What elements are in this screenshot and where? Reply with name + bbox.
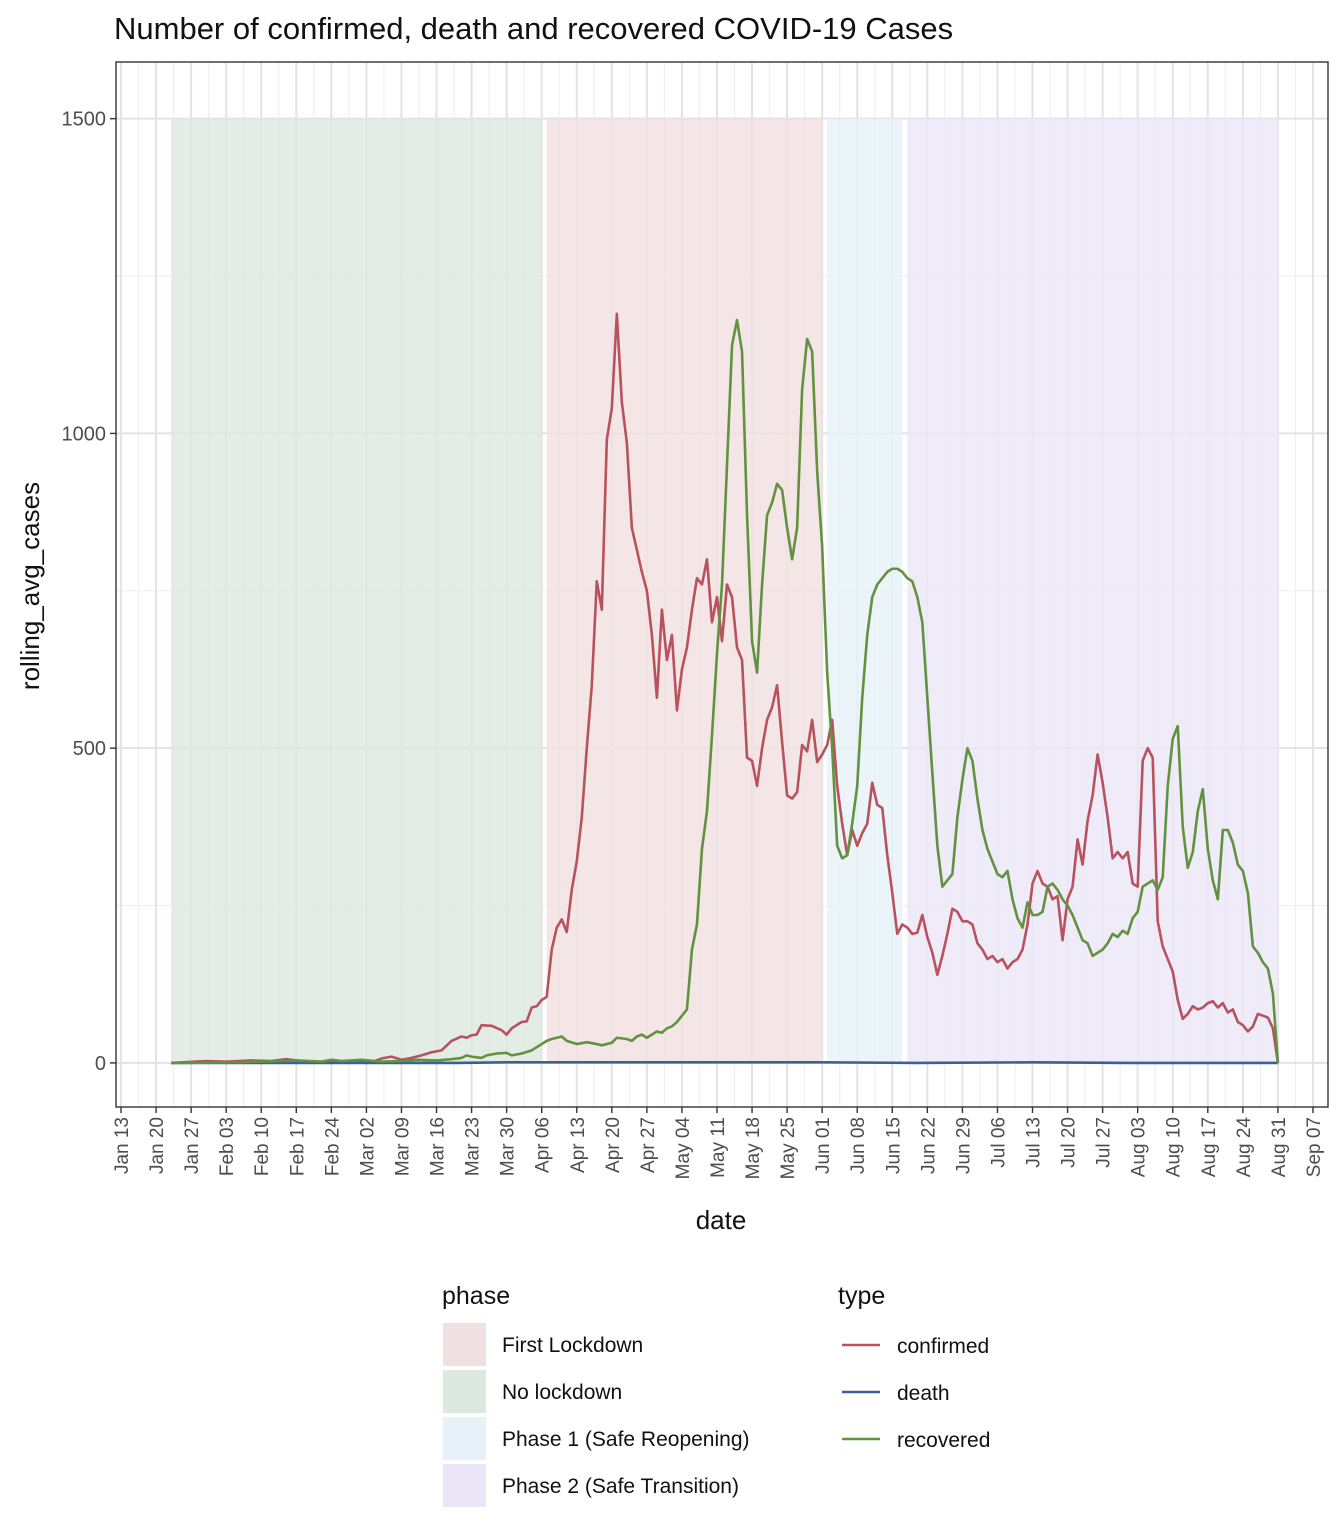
x-tick-label: Jan 20: [147, 1117, 168, 1174]
x-tick-label: Jun 15: [883, 1117, 904, 1174]
x-tick-label: Aug 10: [1164, 1117, 1185, 1177]
phase-band-phase-2-safe-transition: [907, 118, 1278, 1063]
legend: phase type First Lockdown No lockdown Phas…: [442, 1282, 990, 1507]
y-tick-label: 1500: [62, 109, 107, 131]
legend-label-phase: Phase 2 (Safe Transition): [502, 1475, 739, 1498]
legend-label-type: confirmed: [897, 1335, 989, 1358]
legend-key-phase: [443, 1417, 486, 1460]
x-tick-label: Feb 24: [322, 1117, 343, 1177]
x-tick-label: May 11: [708, 1117, 729, 1178]
x-tick-label: Jun 08: [848, 1117, 869, 1174]
legend-label-phase: First Lockdown: [502, 1334, 643, 1357]
x-tick-label: Jul 13: [1024, 1117, 1045, 1168]
x-tick-label: Jun 29: [953, 1117, 974, 1174]
legend-label-type: death: [897, 1382, 950, 1405]
x-tick-label: May 25: [778, 1117, 799, 1179]
series-line-confirmed: [171, 312, 1280, 1065]
x-tick-label: Feb 10: [252, 1117, 273, 1176]
x-tick-label: Jul 20: [1059, 1117, 1080, 1168]
y-axis-title: rolling_avg_cases: [15, 482, 45, 690]
x-tick-label: Jan 27: [182, 1117, 203, 1174]
x-tick-label: Mar 16: [428, 1117, 449, 1176]
x-tick-label: Mar 02: [357, 1117, 378, 1176]
x-tick-label: Jul 27: [1094, 1117, 1115, 1168]
x-tick-label: Jan 13: [112, 1117, 133, 1174]
x-tick-label: Apr 27: [638, 1117, 659, 1173]
x-tick-label: Mar 09: [392, 1117, 413, 1176]
y-tick-label: 1000: [62, 423, 107, 445]
series-line-death: [171, 1061, 1278, 1065]
plot-area: 0 500 1000 1500 Jan 13 Jan 20 Jan 27 Feb 03 Feb …: [62, 61, 1329, 1180]
x-tick-label: Jul 06: [988, 1117, 1009, 1168]
x-tick-label: Aug 24: [1234, 1117, 1255, 1178]
legend-title-type: type: [838, 1282, 885, 1310]
legend-title-phase: phase: [442, 1282, 510, 1310]
x-tick-label: Mar 23: [463, 1117, 484, 1176]
x-tick-label: May 04: [673, 1117, 694, 1180]
x-axis-title: date: [696, 1205, 747, 1235]
legend-label-type: recovered: [897, 1429, 990, 1452]
phase-band-first-lockdown: [546, 118, 823, 1063]
legend-label-phase: Phase 1 (Safe Reopening): [502, 1428, 750, 1451]
x-tick-label: Apr 06: [533, 1117, 554, 1173]
panel-border: [115, 61, 1329, 1108]
x-tick-label: May 18: [743, 1117, 764, 1179]
x-tick-label: Jun 01: [813, 1117, 834, 1174]
x-tick-label: Jun 22: [918, 1117, 939, 1174]
phase-band-no-lockdown: [171, 118, 542, 1063]
x-tick-label: Feb 03: [217, 1117, 238, 1176]
x-tick-label: Apr 20: [603, 1117, 624, 1173]
x-tick-label: Aug 17: [1199, 1117, 1220, 1177]
x-tick-label: Sep 07: [1304, 1117, 1325, 1177]
x-tick-label: Aug 31: [1269, 1117, 1290, 1177]
x-tick-label: Aug 03: [1129, 1117, 1150, 1177]
phase-band-phase-1-safe-reopening: [827, 118, 903, 1063]
y-tick-label: 500: [73, 738, 106, 760]
chart-title: Number of confirmed, death and recovered…: [114, 11, 953, 46]
legend-key-phase: [443, 1323, 486, 1366]
x-tick-label: Apr 13: [568, 1117, 589, 1173]
legend-key-phase: [443, 1370, 486, 1413]
series-line-recovered: [171, 318, 1280, 1065]
legend-key-phase: [443, 1464, 486, 1507]
x-tick-label: Feb 17: [287, 1117, 308, 1176]
legend-label-phase: No lockdown: [502, 1381, 622, 1404]
x-tick-label: Mar 30: [498, 1117, 519, 1176]
y-tick-label: 0: [95, 1053, 106, 1075]
